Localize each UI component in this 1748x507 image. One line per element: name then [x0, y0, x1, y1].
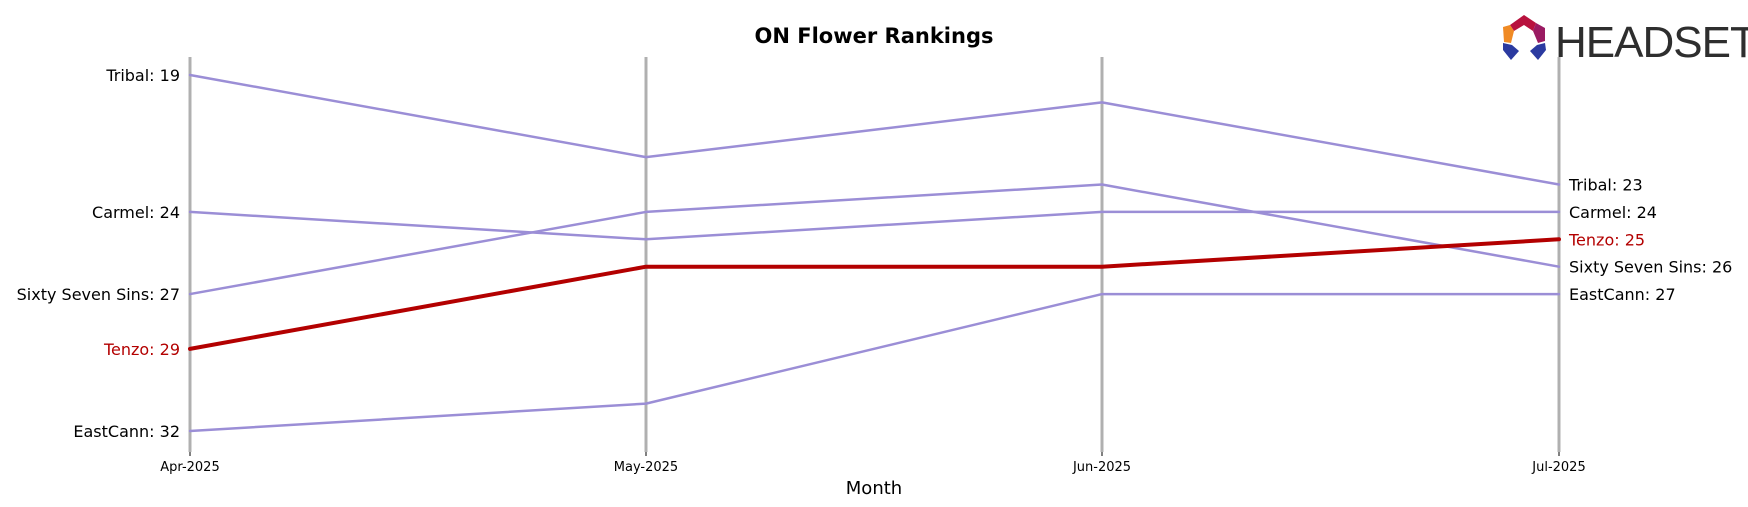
series-lines: [188, 73, 1561, 433]
series-line-carmel: [188, 210, 1561, 241]
series-line-tenzo: [188, 237, 1561, 351]
x-tick-label: May-2025: [614, 460, 678, 475]
series-line-eastcann: [188, 292, 1561, 433]
headset-logo-mark-icon: [1503, 15, 1546, 60]
end-label-sixty-seven-sins: Sixty Seven Sins: 26: [1569, 258, 1732, 277]
start-label-eastcann: EastCann: 32: [73, 422, 180, 441]
headset-logo: HEADSET: [1503, 15, 1748, 67]
start-label-tribal: Tribal: 19: [105, 66, 180, 85]
start-label-tenzo: Tenzo: 29: [103, 340, 180, 359]
x-tick-label: Jul-2025: [1531, 460, 1585, 475]
grid-lines: [188, 57, 1561, 452]
end-label-carmel: Carmel: 24: [1569, 203, 1657, 222]
headset-logo-text: HEADSET: [1555, 18, 1748, 67]
end-label-tenzo: Tenzo: 25: [1568, 230, 1645, 249]
series-line-sixty-seven-sins: [188, 183, 1561, 296]
x-axis-label: Month: [846, 478, 902, 499]
end-label-tribal: Tribal: 23: [1568, 176, 1643, 195]
end-label-eastcann: EastCann: 27: [1569, 285, 1676, 304]
chart-title: ON Flower Rankings: [755, 24, 994, 48]
x-tick-label: Jun-2025: [1072, 460, 1131, 475]
start-label-carmel: Carmel: 24: [92, 203, 180, 222]
start-label-sixty-seven-sins: Sixty Seven Sins: 27: [17, 285, 180, 304]
series-line-tribal: [188, 73, 1561, 186]
series-labels: Tribal: 19 Tribal: 23 Carmel: 24 Carmel: 24…: [17, 66, 1733, 441]
x-tick-label: Apr-2025: [160, 460, 219, 475]
x-axis-ticks: Apr-2025 May-2025 Jun-2025 Jul-2025: [160, 452, 1586, 475]
